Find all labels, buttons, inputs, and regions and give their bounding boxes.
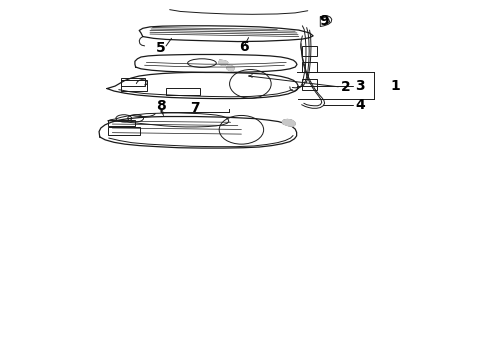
Bar (108, 120, 135, 126)
Bar (302, 45, 317, 55)
Text: 4: 4 (355, 98, 365, 112)
Bar (302, 79, 317, 90)
Bar (166, 88, 200, 95)
Bar (122, 78, 145, 86)
Polygon shape (219, 60, 228, 65)
Text: 5: 5 (156, 41, 166, 55)
Polygon shape (227, 65, 234, 71)
Bar (108, 127, 140, 135)
Bar (122, 80, 147, 91)
Text: 2: 2 (341, 81, 350, 94)
Text: 7: 7 (190, 101, 199, 115)
Text: 3: 3 (355, 79, 365, 93)
Text: 9: 9 (319, 14, 329, 28)
Text: 6: 6 (239, 40, 249, 54)
Text: 1: 1 (391, 79, 400, 93)
Bar (302, 62, 317, 72)
Text: 8: 8 (156, 99, 166, 113)
Polygon shape (282, 120, 295, 126)
